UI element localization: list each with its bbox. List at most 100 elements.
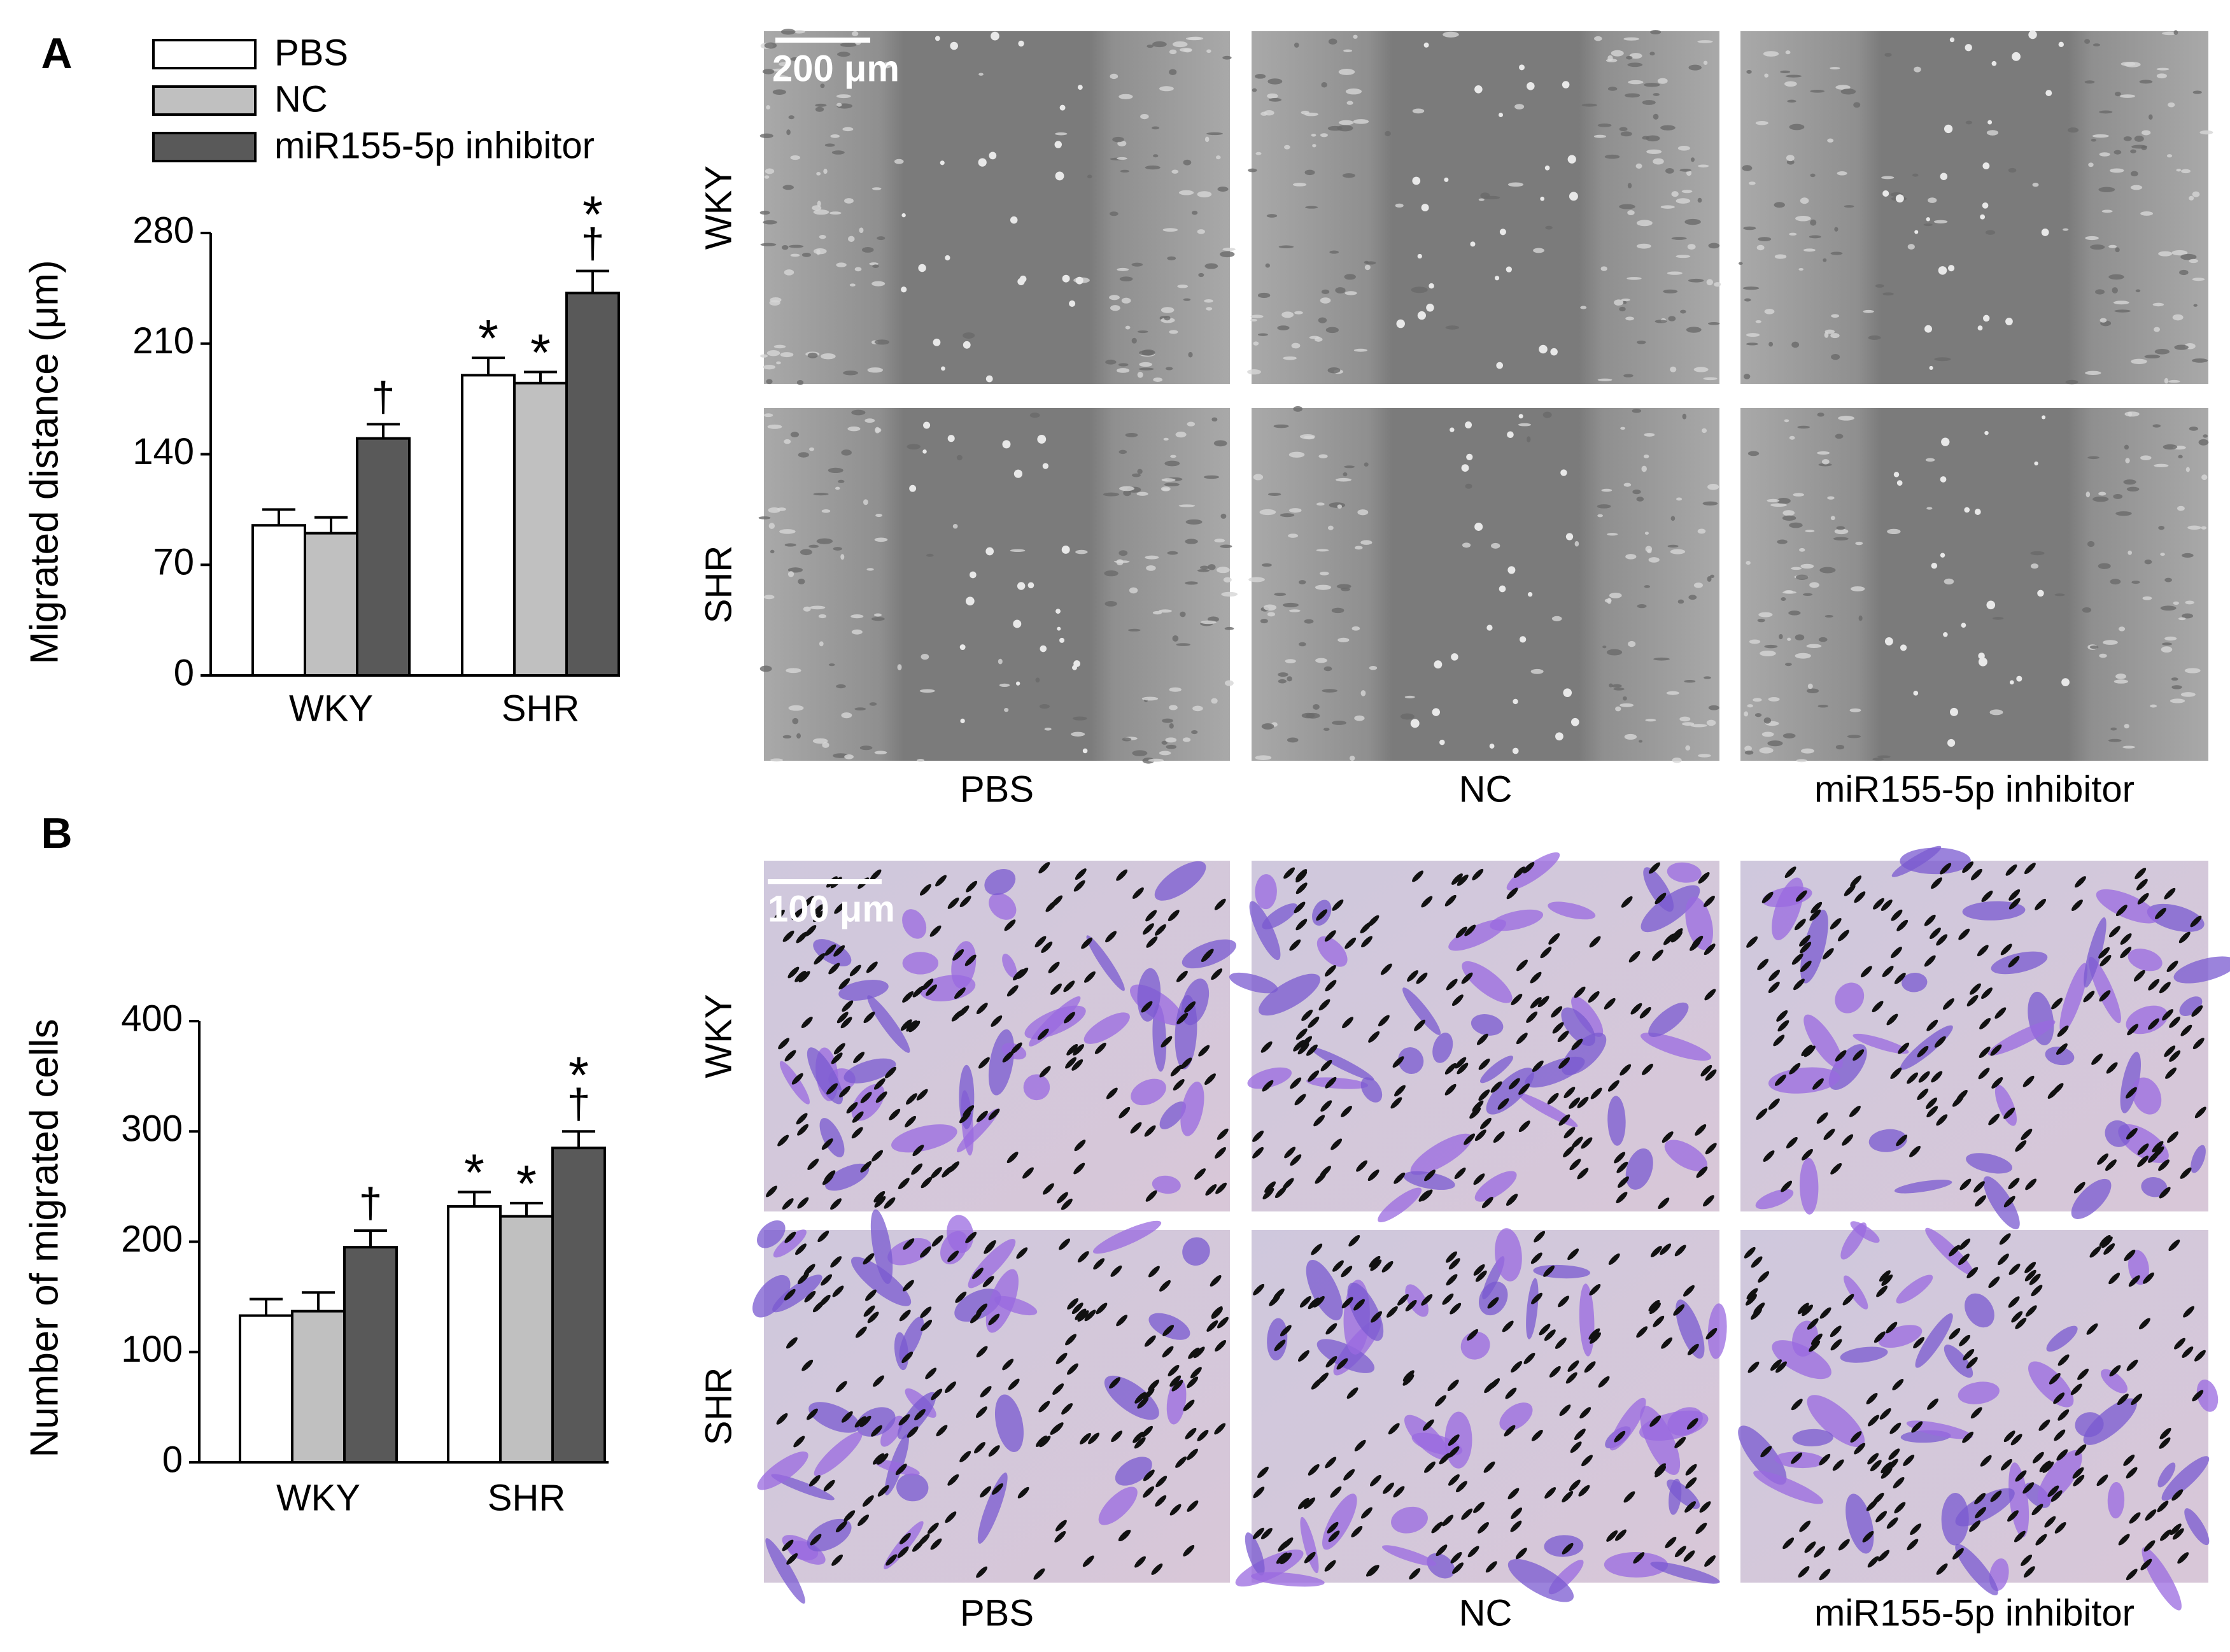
cell — [2084, 39, 2091, 44]
cell — [1167, 256, 1176, 260]
pore — [2086, 1323, 2098, 1335]
pore — [1444, 1063, 1457, 1075]
cell — [2148, 114, 2153, 120]
stained-cell — [1840, 1346, 1888, 1363]
cell — [786, 668, 801, 674]
pore — [1927, 1398, 1938, 1410]
pore — [1567, 1360, 1579, 1372]
pore — [1380, 963, 1392, 975]
pore — [1799, 1520, 1811, 1532]
pore — [1487, 1297, 1499, 1309]
pore — [1052, 1422, 1064, 1434]
cell — [1165, 737, 1177, 743]
cell — [2164, 378, 2169, 384]
stained-cell — [1664, 1140, 1708, 1171]
cell — [1337, 637, 1350, 642]
stained-cell — [1852, 1033, 1909, 1054]
pore — [1903, 1455, 1915, 1466]
pore — [1940, 863, 1952, 875]
pore — [1776, 1010, 1788, 1022]
cell — [1646, 135, 1660, 142]
pore — [1854, 891, 1866, 903]
debris — [1486, 625, 1493, 631]
pore — [1168, 1365, 1180, 1376]
cell — [1606, 649, 1623, 656]
cell — [813, 209, 829, 215]
cell — [807, 352, 818, 358]
cell — [1768, 341, 1774, 347]
cell — [1301, 712, 1315, 719]
debris — [1512, 747, 1519, 754]
cell — [1188, 36, 1204, 41]
cell — [1354, 715, 1365, 721]
pore — [1116, 869, 1128, 881]
pore — [877, 1485, 889, 1497]
pore — [1581, 1455, 1593, 1467]
pore — [2140, 1558, 2152, 1571]
cell — [1965, 120, 1973, 125]
cell — [1514, 104, 1525, 109]
pore — [1308, 1464, 1320, 1476]
cell — [2185, 600, 2194, 605]
cell — [2171, 685, 2182, 689]
pore — [1217, 1128, 1229, 1140]
debris — [1429, 283, 1434, 289]
cell — [1646, 149, 1662, 154]
pore — [1481, 1196, 1493, 1208]
cell — [1593, 134, 1607, 138]
pore — [1388, 1423, 1400, 1435]
cell — [1744, 298, 1751, 302]
pore — [1330, 1486, 1342, 1498]
pore — [1472, 868, 1484, 880]
cell — [866, 568, 874, 571]
cell — [1677, 599, 1684, 604]
cell — [1875, 284, 1884, 288]
cell — [2193, 304, 2198, 307]
cell — [1224, 626, 1234, 630]
cell — [1215, 155, 1221, 160]
pore — [1970, 983, 1981, 995]
pore — [1343, 1469, 1355, 1481]
pore — [1761, 891, 1774, 903]
pore — [2007, 1510, 2019, 1522]
stained-cell — [1900, 847, 1971, 875]
pore — [1455, 926, 1467, 938]
cell — [1702, 501, 1718, 506]
debris — [1494, 276, 1500, 281]
pore — [1184, 1001, 1196, 1013]
pore — [1367, 915, 1380, 927]
pore — [2096, 1474, 2108, 1486]
cell — [1754, 713, 1762, 717]
pore — [1422, 1419, 1434, 1431]
cell — [2130, 149, 2136, 153]
cell — [828, 467, 843, 474]
cell — [1799, 547, 1805, 552]
cell — [1629, 53, 1642, 59]
cell — [1607, 597, 1612, 604]
cell — [760, 243, 777, 246]
stained-cell — [1322, 1493, 1357, 1550]
pore — [1530, 971, 1542, 984]
cell — [1703, 377, 1718, 381]
cell — [766, 105, 770, 109]
cell — [1747, 451, 1760, 456]
pore — [1949, 1328, 1961, 1340]
debris — [963, 341, 971, 349]
micrograph — [752, 1209, 1230, 1604]
cell — [1075, 549, 1088, 554]
cell — [809, 605, 826, 610]
pore — [1934, 1036, 1946, 1048]
pore — [1966, 1267, 1979, 1279]
debris — [1884, 637, 1893, 646]
pore — [1569, 1479, 1581, 1492]
cell — [863, 499, 868, 505]
cell — [1343, 472, 1348, 477]
pore — [2071, 900, 2083, 911]
stained-cell — [1894, 1180, 1952, 1194]
cell — [851, 31, 859, 36]
cell — [1200, 620, 1217, 625]
cell — [1819, 567, 1836, 574]
stained-cell — [994, 1394, 1024, 1452]
pore — [1838, 1539, 1850, 1551]
cell — [2085, 371, 2101, 376]
